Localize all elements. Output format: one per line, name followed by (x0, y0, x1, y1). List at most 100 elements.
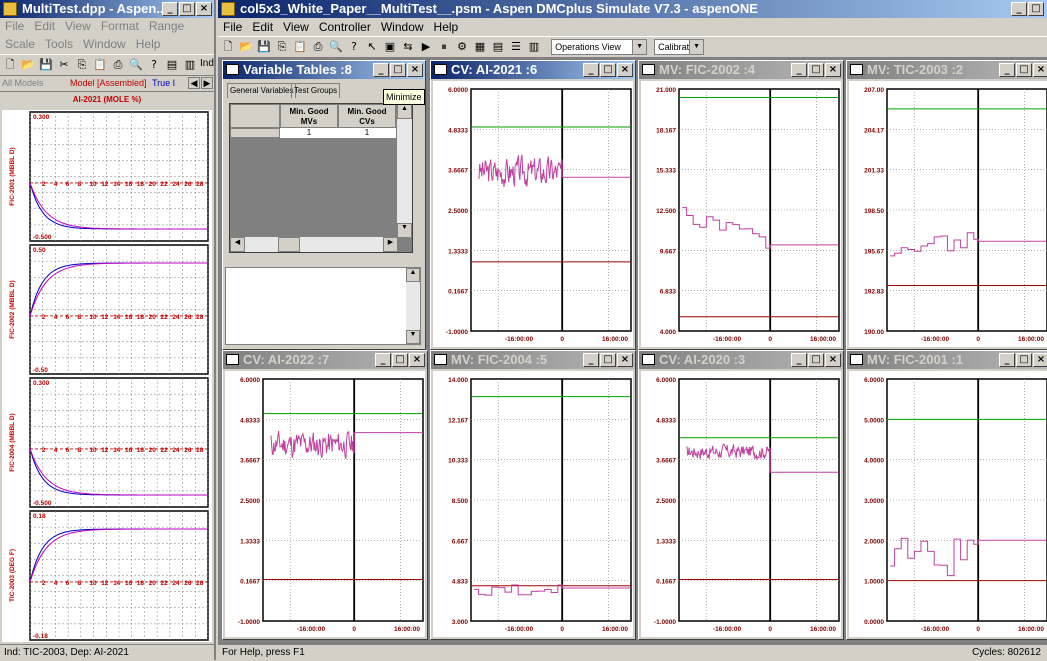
print-icon[interactable]: ⎙ (113, 58, 123, 71)
trend-titlebar[interactable]: MV: TIC-2003 :2 _ □ × (847, 61, 1047, 79)
maximize-button[interactable]: □ (600, 353, 616, 367)
trend-panel-c1[interactable]: CV: AI-2021 :6 _ □ × 6.0000 4.8333 3.6667 2.500… (430, 60, 636, 350)
maximize-button[interactable]: □ (1028, 2, 1044, 16)
maximize-button[interactable]: □ (1016, 63, 1032, 77)
tab-scroll-left[interactable]: ◀ (188, 77, 200, 89)
controller-icon[interactable]: ▦ (474, 40, 486, 53)
tab-all-models[interactable]: All Models (2, 78, 44, 88)
menu-window[interactable]: Window (380, 20, 424, 34)
menu-controller[interactable]: Controller (318, 20, 371, 34)
trend-titlebar[interactable]: CV: AI-2021 :6 _ □ × (431, 61, 635, 79)
menu-help[interactable]: Help (135, 37, 161, 51)
view-select[interactable]: Operations View ▼ (551, 39, 648, 55)
close-button[interactable]: × (617, 63, 633, 77)
chevron-down-icon[interactable]: ▼ (689, 40, 704, 54)
minimize-button[interactable]: _ (1011, 2, 1027, 16)
trend-panel-c5[interactable]: MV: FIC-2004 :5 _ □ × 14.000 12.167 10.333 8.50… (430, 350, 636, 640)
menu-view[interactable]: View (283, 20, 309, 34)
variable-tables-titlebar[interactable]: Variable Tables :8 _ □ × (223, 61, 425, 79)
print-icon[interactable]: ⎙ (313, 40, 323, 53)
grid-vscrollbar[interactable]: ▲ ▼ (397, 104, 412, 238)
left-window-titlebar[interactable]: MultiTest.dpp - Aspen... _ □ × (0, 0, 214, 18)
menu-help[interactable]: Help (433, 20, 459, 34)
trend-titlebar[interactable]: MV: FIC-2001 :1 _ □ × (847, 351, 1047, 369)
save-icon[interactable]: 💾 (39, 58, 53, 71)
copy-icon[interactable]: ⎘ (277, 40, 287, 53)
message-box[interactable]: ▲ ▼ (225, 267, 421, 345)
col-min-good-mvs[interactable]: Min. Good MVs (280, 104, 338, 128)
trend-panel-c6[interactable]: CV: AI-2020 :3 _ □ × 6.0000 4.8333 3.6667 2.500… (638, 350, 844, 640)
tab-scroll-right[interactable]: ▶ (201, 77, 213, 89)
preview-icon[interactable]: 🔍 (329, 40, 343, 53)
grid-hscrollbar[interactable]: ◀ ▶ (230, 237, 398, 252)
minimize-button[interactable]: _ (999, 353, 1015, 367)
close-button[interactable]: × (409, 353, 425, 367)
ind-button[interactable]: Ind (200, 58, 214, 69)
menu-file[interactable]: File (5, 19, 25, 33)
help-icon[interactable]: ? (351, 40, 357, 53)
trend-panel-c4[interactable]: CV: AI-2022 :7 _ □ × 6.0000 4.8333 3.6667 2.500… (222, 350, 428, 640)
maximize-button[interactable]: □ (600, 63, 616, 77)
variable-tables-panel[interactable]: Variable Tables :8 _ □ × General Variabl… (222, 60, 426, 350)
maximize-button[interactable]: □ (390, 63, 406, 77)
trend-titlebar[interactable]: MV: FIC-2002 :4 _ □ × (639, 61, 843, 79)
minimize-button[interactable]: _ (373, 63, 389, 77)
menu-scale[interactable]: Scale (5, 37, 36, 51)
minimize-button[interactable]: _ (583, 353, 599, 367)
trend-panel-c2[interactable]: MV: FIC-2002 :4 _ □ × 21.000 18.167 15.333 12.5… (638, 60, 844, 350)
trend-titlebar[interactable]: CV: AI-2022 :7 _ □ × (223, 351, 427, 369)
window-icon[interactable]: ▣ (384, 40, 396, 53)
tool-b-icon[interactable]: ▥ (184, 58, 196, 71)
maximize-button[interactable]: □ (808, 353, 824, 367)
minimize-button[interactable]: _ (375, 353, 391, 367)
tab-test-groups[interactable]: Test Groups (291, 83, 341, 98)
maximize-button[interactable]: □ (179, 2, 195, 16)
main-window-titlebar[interactable]: col5x3_White_Paper__MultiTest__.psm - As… (218, 0, 1047, 18)
new-icon[interactable]: 🗋 (223, 40, 233, 53)
close-button[interactable]: × (825, 353, 841, 367)
open-icon[interactable]: 📂 (21, 58, 35, 71)
minimize-button[interactable]: _ (999, 63, 1015, 77)
close-button[interactable]: × (1033, 63, 1047, 77)
tab-model-assembled[interactable]: Model [Assembled] (70, 78, 147, 88)
select-icon[interactable]: ↖ (367, 40, 377, 53)
preview-icon[interactable]: 🔍 (129, 58, 143, 71)
cell-min-good-cvs[interactable]: 1 (338, 128, 396, 138)
copy-icon[interactable]: ⎘ (77, 58, 87, 71)
help-icon[interactable]: ? (151, 58, 157, 71)
menu-window[interactable]: Window (83, 37, 126, 51)
menu-view[interactable]: View (65, 19, 91, 33)
menu-file[interactable]: File (223, 20, 243, 34)
open-icon[interactable]: 📂 (239, 40, 253, 53)
list-icon[interactable]: ☰ (511, 40, 521, 53)
cut-icon[interactable]: ✂ (59, 58, 69, 71)
chevron-down-icon[interactable]: ▼ (632, 40, 647, 54)
tab-general-variables[interactable]: General Variables (227, 83, 297, 98)
close-button[interactable]: × (825, 63, 841, 77)
grid-icon[interactable]: ▥ (528, 40, 540, 53)
trend-panel-c7[interactable]: MV: FIC-2001 :1 _ □ × 6.0000 5.0000 4.0000 3.00… (846, 350, 1047, 640)
minimize-button[interactable]: _ (791, 353, 807, 367)
minimize-button[interactable]: _ (162, 2, 178, 16)
paste-icon[interactable]: 📋 (93, 58, 107, 71)
mode-select[interactable]: Calibrate ▼ (654, 39, 705, 55)
close-button[interactable]: × (617, 353, 633, 367)
maximize-button[interactable]: □ (808, 63, 824, 77)
trend-panel-c3[interactable]: MV: TIC-2003 :2 _ □ × 207.00 204.17 201.33 198.… (846, 60, 1047, 350)
paste-icon[interactable]: 📋 (293, 40, 307, 53)
trend-titlebar[interactable]: MV: FIC-2004 :5 _ □ × (431, 351, 635, 369)
save-icon[interactable]: 💾 (257, 40, 271, 53)
new-icon[interactable]: 🗋 (5, 58, 15, 71)
close-button[interactable]: × (407, 63, 423, 77)
close-button[interactable]: × (196, 2, 212, 16)
maximize-button[interactable]: □ (1016, 353, 1032, 367)
menu-format[interactable]: Format (100, 19, 139, 33)
cell-min-good-mvs[interactable]: 1 (280, 128, 338, 138)
tab-true[interactable]: True I (152, 78, 176, 88)
trend-titlebar[interactable]: CV: AI-2020 :3 _ □ × (639, 351, 843, 369)
menu-tools[interactable]: Tools (45, 37, 74, 51)
run-icon[interactable]: ▶ (421, 40, 431, 53)
menu-range[interactable]: Range (148, 19, 185, 33)
table-icon[interactable]: ▤ (492, 40, 504, 53)
col-min-good-cvs[interactable]: Min. Good CVs (338, 104, 396, 128)
